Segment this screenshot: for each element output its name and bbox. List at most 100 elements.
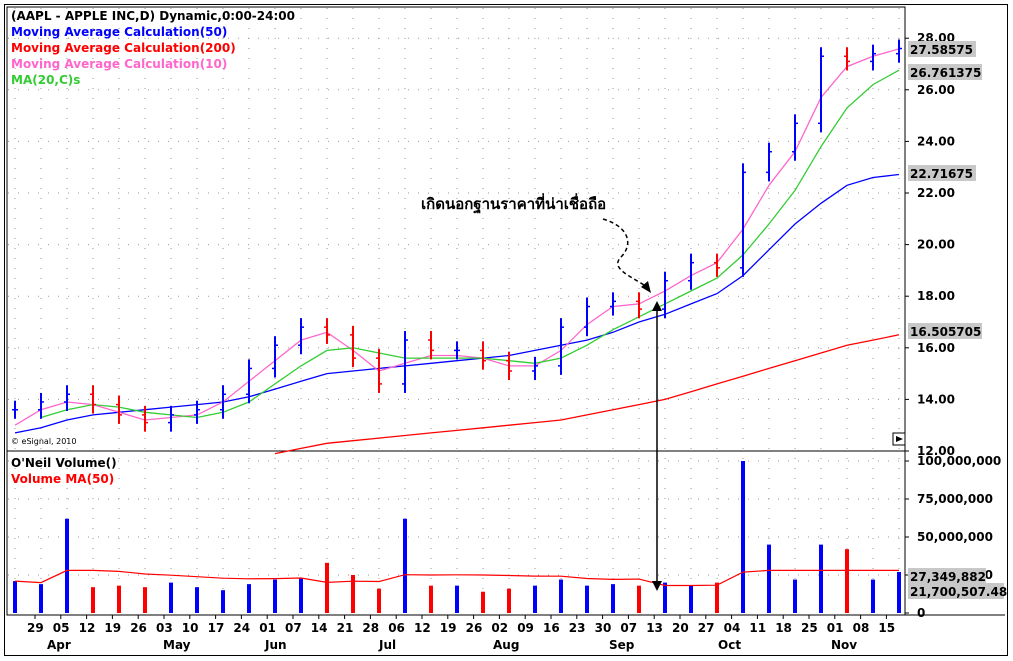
legend-volume-ma[interactable]: Volume MA(50) xyxy=(11,472,114,486)
volume-ma-line xyxy=(14,569,899,587)
price-bar xyxy=(194,400,200,424)
price-bar xyxy=(350,325,356,368)
annotation-arrowhead xyxy=(641,281,651,293)
price-bar xyxy=(714,253,720,277)
price-bar xyxy=(116,395,122,424)
volume-bar xyxy=(793,579,797,613)
price-bar xyxy=(38,392,44,419)
price-bar xyxy=(662,271,668,319)
svg-text:16.505705: 16.505705 xyxy=(910,325,981,339)
volume-bar xyxy=(559,579,563,613)
volume-bar xyxy=(39,584,43,613)
volume-bar xyxy=(91,587,95,613)
day-tick-label: 19 xyxy=(104,621,121,635)
day-tick-label: 07 xyxy=(620,621,637,635)
price-bar xyxy=(766,142,772,182)
volume-tick-label: 100,000,000 xyxy=(917,454,1001,468)
tag-volume-value: 27,349,882 xyxy=(908,568,986,584)
day-tick-label: 08 xyxy=(853,621,870,635)
price-bar xyxy=(870,44,876,71)
price-tick-label: 26.00 xyxy=(917,83,955,97)
price-bar xyxy=(610,292,616,316)
price-bar xyxy=(740,163,746,277)
legend-ma200[interactable]: Moving Average Calculation(200) xyxy=(11,41,236,55)
volume-bar xyxy=(767,544,771,613)
price-bar xyxy=(636,292,642,319)
price-bar xyxy=(454,341,460,360)
price-panel xyxy=(6,6,906,452)
day-tick-label: 26 xyxy=(130,621,147,635)
day-tick-label: 19 xyxy=(440,621,457,635)
day-tick-label: 01 xyxy=(827,621,844,635)
price-bar xyxy=(324,318,330,344)
day-tick-label: 10 xyxy=(182,621,199,635)
legend-volume[interactable]: O'Neil Volume() xyxy=(11,456,117,470)
day-tick-label: 25 xyxy=(801,621,818,635)
volume-bar xyxy=(143,587,147,613)
day-tick-label: 14 xyxy=(311,621,328,635)
price-bar xyxy=(298,318,304,355)
volume-bar xyxy=(169,582,173,613)
volume-bar xyxy=(689,585,693,613)
price-tick-label: 16.00 xyxy=(917,341,955,355)
day-tick-label: 12 xyxy=(79,621,96,635)
price-bar xyxy=(142,405,148,432)
copyright-label: © eSignal, 2010 xyxy=(11,437,76,446)
volume-bar xyxy=(325,562,329,613)
day-tick-label: 24 xyxy=(233,621,250,635)
legend-ma50[interactable]: Moving Average Calculation(50) xyxy=(11,25,227,39)
chart-header: (AAPL - APPLE INC,D) Dynamic,0:00-24:00 xyxy=(11,9,295,23)
tag-volume-ma-value: 21,700,507.48 xyxy=(908,583,1007,599)
grid xyxy=(8,8,904,613)
price-tick-label: 18.00 xyxy=(917,289,955,303)
price-bar xyxy=(64,385,70,412)
day-tick-label: 21 xyxy=(337,621,354,635)
volume-bars xyxy=(13,461,901,613)
volume-bar xyxy=(273,579,277,613)
price-bar xyxy=(532,356,538,381)
volume-bar xyxy=(403,518,407,613)
price-tick-label: 20.00 xyxy=(917,238,955,252)
volume-bar xyxy=(13,581,17,613)
tag-ma200-value: 16.505705 xyxy=(908,323,982,339)
scroll-right-icon[interactable] xyxy=(892,432,906,446)
tag-ma20-value: 26.761375 xyxy=(908,64,982,80)
arrowhead-down xyxy=(652,581,662,591)
volume-bar xyxy=(715,582,719,613)
month-label: Apr xyxy=(47,638,71,652)
day-tick-label: 15 xyxy=(878,621,895,635)
volume-bar xyxy=(741,461,745,613)
svg-text:26.761375: 26.761375 xyxy=(910,66,981,80)
month-label: Sep xyxy=(609,638,635,652)
price-bar xyxy=(558,318,564,375)
legend-ma10[interactable]: Moving Average Calculation(10) xyxy=(11,57,227,71)
volume-tick-label: 50,000,000 xyxy=(917,530,993,544)
volume-bar xyxy=(247,584,251,613)
volume-tick-label: 75,000,000 xyxy=(917,492,993,506)
day-tick-label: 04 xyxy=(724,621,741,635)
day-tick-label: 29 xyxy=(27,621,44,635)
price-bar xyxy=(402,331,408,393)
stock-chart: 28.0026.0024.0022.0020.0018.0016.0014.00… xyxy=(6,6,1007,652)
svg-text:22.71675: 22.71675 xyxy=(910,167,973,181)
legend-ma20[interactable]: MA(20,C)s xyxy=(11,73,80,87)
volume-bar xyxy=(377,588,381,613)
svg-text:21,700,507.48: 21,700,507.48 xyxy=(910,585,1007,599)
volume-bar xyxy=(663,582,667,613)
month-label: Aug xyxy=(493,638,519,652)
volume-bar xyxy=(897,571,901,613)
volume-bar xyxy=(351,575,355,613)
day-tick-label: 13 xyxy=(646,621,663,635)
day-tick-label: 30 xyxy=(595,621,612,635)
day-tick-label: 06 xyxy=(388,621,405,635)
volume-bar xyxy=(429,585,433,613)
volume-bar xyxy=(65,518,69,613)
day-tick-label: 27 xyxy=(698,621,715,635)
tag-ma50-value: 22.71675 xyxy=(908,165,976,181)
volume-bar xyxy=(585,585,589,613)
volume-bar xyxy=(195,587,199,613)
price-bar xyxy=(844,47,850,71)
day-tick-label: 01 xyxy=(259,621,276,635)
day-tick-label: 17 xyxy=(208,621,225,635)
annotation-text: เกิดนอกฐานราคาที่น่าเชื่อถือ xyxy=(421,193,606,214)
